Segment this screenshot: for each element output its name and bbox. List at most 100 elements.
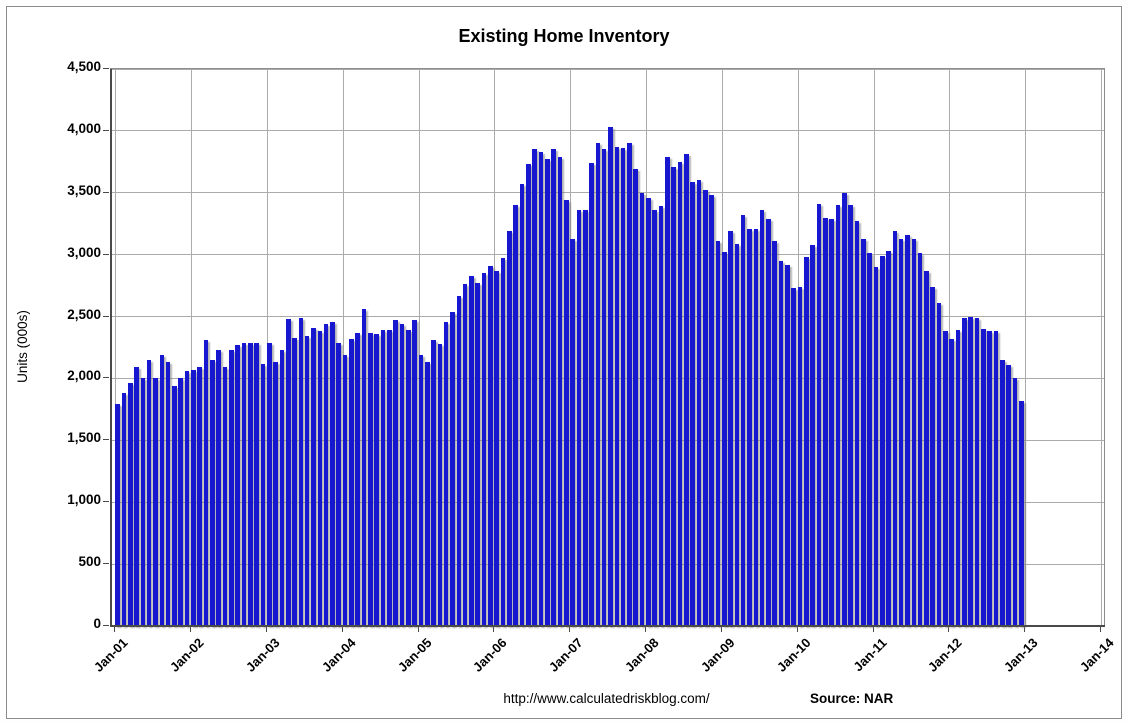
bar <box>658 206 664 626</box>
bar <box>285 319 291 626</box>
y-axis-tick <box>103 129 109 131</box>
bar <box>582 210 588 626</box>
bar <box>418 354 424 626</box>
x-axis-tick <box>341 626 343 632</box>
bar <box>121 393 127 626</box>
gridline-horizontal <box>111 130 1104 132</box>
bar <box>677 161 683 626</box>
bar <box>570 238 575 626</box>
bar <box>1006 364 1011 626</box>
bar <box>437 343 443 626</box>
bar <box>753 228 759 626</box>
bar <box>311 327 316 626</box>
bar <box>178 378 184 626</box>
bar <box>671 166 676 626</box>
y-tick-label: 0 <box>93 616 101 631</box>
y-tick-label: 3,000 <box>67 244 101 260</box>
y-axis-tick <box>103 191 109 193</box>
bar <box>829 218 834 626</box>
footer-url: http://www.calculatedriskblog.com/ <box>503 691 710 706</box>
footer-source-label: Source: NAR <box>810 691 894 706</box>
gridline-vertical <box>1025 69 1027 626</box>
bar <box>766 218 771 626</box>
bar <box>709 195 714 626</box>
bar <box>563 200 569 626</box>
x-axis-tick <box>265 626 267 632</box>
gridline-vertical <box>115 69 117 626</box>
bar <box>949 338 955 626</box>
bar <box>216 349 221 626</box>
bar <box>778 260 784 626</box>
bar <box>462 284 468 626</box>
x-axis-tick <box>417 626 419 632</box>
gridline-horizontal <box>111 439 1104 441</box>
bar <box>342 354 348 626</box>
bar <box>266 342 272 626</box>
bar <box>146 359 152 626</box>
gridline-horizontal <box>111 377 1104 379</box>
gridline-horizontal <box>111 68 1104 70</box>
x-axis-tick <box>1024 626 1026 632</box>
bar <box>601 149 607 626</box>
bar <box>791 288 797 626</box>
bar <box>304 336 310 626</box>
x-axis-tick <box>1100 626 1102 632</box>
bar <box>330 321 335 626</box>
y-tick-label: 4,000 <box>67 120 101 136</box>
gridline-vertical <box>191 69 193 626</box>
bar <box>873 267 879 626</box>
bar <box>810 244 815 626</box>
bar <box>273 362 278 626</box>
bar <box>405 330 411 626</box>
gridline-horizontal <box>111 192 1104 194</box>
bar <box>595 143 601 626</box>
bar <box>210 359 215 626</box>
bar <box>412 320 417 626</box>
gridline-vertical <box>1101 69 1103 626</box>
y-axis-tick <box>103 377 109 379</box>
bar <box>323 323 329 626</box>
bar <box>785 264 790 626</box>
bar <box>772 241 778 626</box>
bar <box>545 159 550 626</box>
y-tick-label: 1,500 <box>67 430 101 446</box>
bar <box>456 295 462 626</box>
x-axis-tick <box>948 626 950 632</box>
bar <box>639 192 645 626</box>
bar <box>557 156 563 626</box>
bar <box>203 340 209 626</box>
x-axis-tick <box>796 626 798 632</box>
bar <box>172 385 177 626</box>
bar <box>260 363 266 626</box>
bar <box>387 330 392 626</box>
y-axis-line <box>110 69 112 626</box>
bar <box>336 342 342 626</box>
y-axis-tick <box>103 501 109 503</box>
bar <box>507 231 512 626</box>
bar <box>469 275 474 626</box>
bar <box>127 383 133 626</box>
gridline-vertical <box>342 69 344 626</box>
bar <box>298 317 304 626</box>
bar <box>380 330 386 626</box>
bar <box>589 163 594 626</box>
plot-area <box>110 68 1105 627</box>
bar <box>608 127 613 626</box>
x-axis-tick <box>645 626 647 632</box>
bar <box>715 241 721 626</box>
bar <box>665 156 670 626</box>
bar <box>241 342 247 626</box>
y-axis-tick <box>103 439 109 441</box>
bar <box>633 169 639 626</box>
bar <box>450 311 455 626</box>
y-tick-label: 3,500 <box>67 182 101 198</box>
bar <box>886 250 891 626</box>
bar <box>854 221 860 626</box>
bar <box>393 320 398 626</box>
bar <box>734 243 740 626</box>
bar <box>551 149 556 626</box>
bar <box>684 154 689 626</box>
bar <box>368 332 373 626</box>
bar <box>955 330 961 626</box>
y-tick-label: 2,000 <box>67 368 101 384</box>
